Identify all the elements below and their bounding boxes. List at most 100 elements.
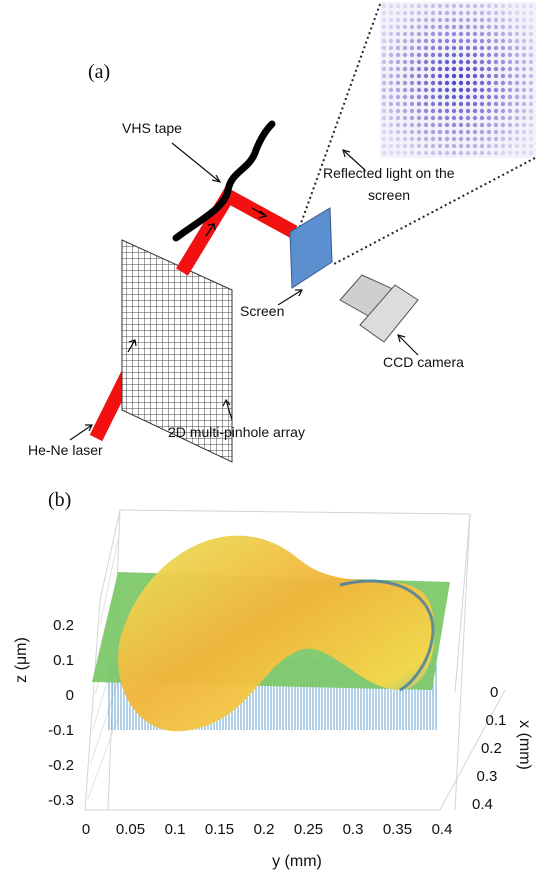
- pattern-dot: [381, 136, 387, 142]
- pattern-dot: [437, 94, 443, 100]
- pattern-dot: [416, 52, 422, 58]
- pattern-dot: [409, 59, 415, 65]
- pattern-dot: [465, 122, 471, 128]
- pattern-dot: [451, 31, 457, 37]
- pattern-dot: [500, 38, 506, 44]
- pattern-dot: [486, 143, 492, 149]
- y-axis-label: y (mm): [272, 853, 322, 870]
- pattern-dot: [381, 101, 387, 107]
- z-tick-label: 0: [66, 687, 74, 704]
- pattern-dot: [528, 143, 534, 149]
- pattern-dot: [500, 143, 506, 149]
- pattern-dot: [402, 136, 408, 142]
- pattern-dot: [528, 52, 534, 58]
- pattern-dot: [514, 59, 520, 65]
- pattern-dot: [500, 45, 506, 51]
- pattern-dot: [430, 66, 436, 72]
- pattern-dot: [444, 38, 450, 44]
- pattern-dot: [395, 38, 401, 44]
- vhs-tape: [172, 120, 276, 242]
- pattern-dot: [423, 150, 429, 156]
- pattern-dot: [451, 115, 457, 121]
- pattern-dot: [416, 45, 422, 51]
- pattern-dot: [402, 101, 408, 107]
- pattern-dot: [493, 143, 499, 149]
- pattern-dot: [528, 66, 534, 72]
- pattern-dot: [500, 31, 506, 37]
- pattern-dot: [381, 10, 387, 16]
- pattern-dot: [500, 115, 506, 121]
- pattern-dot: [479, 24, 485, 30]
- pattern-dot: [514, 108, 520, 114]
- pattern-dot: [528, 101, 534, 107]
- pattern-dot: [423, 52, 429, 58]
- pattern-dot: [409, 108, 415, 114]
- pattern-dot: [395, 52, 401, 58]
- pattern-dot: [402, 122, 408, 128]
- pattern-dot: [444, 136, 450, 142]
- pattern-dot: [472, 115, 478, 121]
- laser-label: He-Ne laser: [28, 442, 103, 458]
- panel-label: (a): [88, 61, 110, 83]
- pattern-dot: [521, 38, 527, 44]
- pattern-dot: [493, 3, 499, 9]
- pattern-dot: [472, 24, 478, 30]
- pattern-dot: [514, 122, 520, 128]
- pattern-dot: [458, 143, 464, 149]
- pattern-dot: [388, 66, 394, 72]
- pattern-dot: [423, 3, 429, 9]
- pattern-dot: [430, 52, 436, 58]
- pattern-dot: [395, 24, 401, 30]
- pattern-dot: [514, 115, 520, 121]
- pattern-dot: [514, 45, 520, 51]
- pattern-dot: [430, 115, 436, 121]
- pattern-dot: [458, 17, 464, 23]
- pattern-dot: [465, 108, 471, 114]
- pattern-dot: [507, 108, 513, 114]
- pattern-dot: [521, 80, 527, 86]
- pattern-dot: [528, 38, 534, 44]
- pattern-dot: [465, 10, 471, 16]
- pattern-dot: [465, 38, 471, 44]
- pattern-dot: [465, 94, 471, 100]
- pattern-dot: [388, 136, 394, 142]
- pattern-dot: [507, 66, 513, 72]
- pattern-dot: [388, 80, 394, 86]
- pattern-dot: [444, 108, 450, 114]
- pattern-dot: [388, 3, 394, 9]
- screen-label: Screen: [240, 303, 284, 319]
- pattern-dot: [521, 24, 527, 30]
- pattern-dot: [388, 129, 394, 135]
- pattern-dot: [409, 38, 415, 44]
- pattern-dot: [521, 122, 527, 128]
- pattern-dot: [423, 80, 429, 86]
- pattern-dot: [437, 66, 443, 72]
- pattern-dot: [409, 80, 415, 86]
- pattern-dot: [486, 31, 492, 37]
- pattern-dot: [521, 17, 527, 23]
- pattern-dot: [465, 17, 471, 23]
- pattern-dot: [451, 108, 457, 114]
- pattern-dot: [472, 87, 478, 93]
- pattern-dot: [444, 17, 450, 23]
- pattern-dot: [402, 66, 408, 72]
- pattern-dot: [430, 45, 436, 51]
- pattern-dot: [451, 3, 457, 9]
- pattern-dot: [395, 31, 401, 37]
- pattern-dot: [444, 150, 450, 156]
- pattern-dot: [402, 108, 408, 114]
- pattern-dot: [528, 136, 534, 142]
- pattern-dot: [493, 24, 499, 30]
- pattern-dot: [402, 31, 408, 37]
- pattern-dot: [514, 136, 520, 142]
- pattern-dot: [437, 38, 443, 44]
- pattern-dot: [381, 52, 387, 58]
- pattern-dot: [395, 66, 401, 72]
- pattern-dot: [388, 38, 394, 44]
- pattern-dot: [507, 24, 513, 30]
- pattern-dot: [437, 52, 443, 58]
- pattern-dot: [451, 87, 457, 93]
- pattern-dot: [479, 10, 485, 16]
- pattern-dot: [507, 129, 513, 135]
- pattern-dot: [521, 10, 527, 16]
